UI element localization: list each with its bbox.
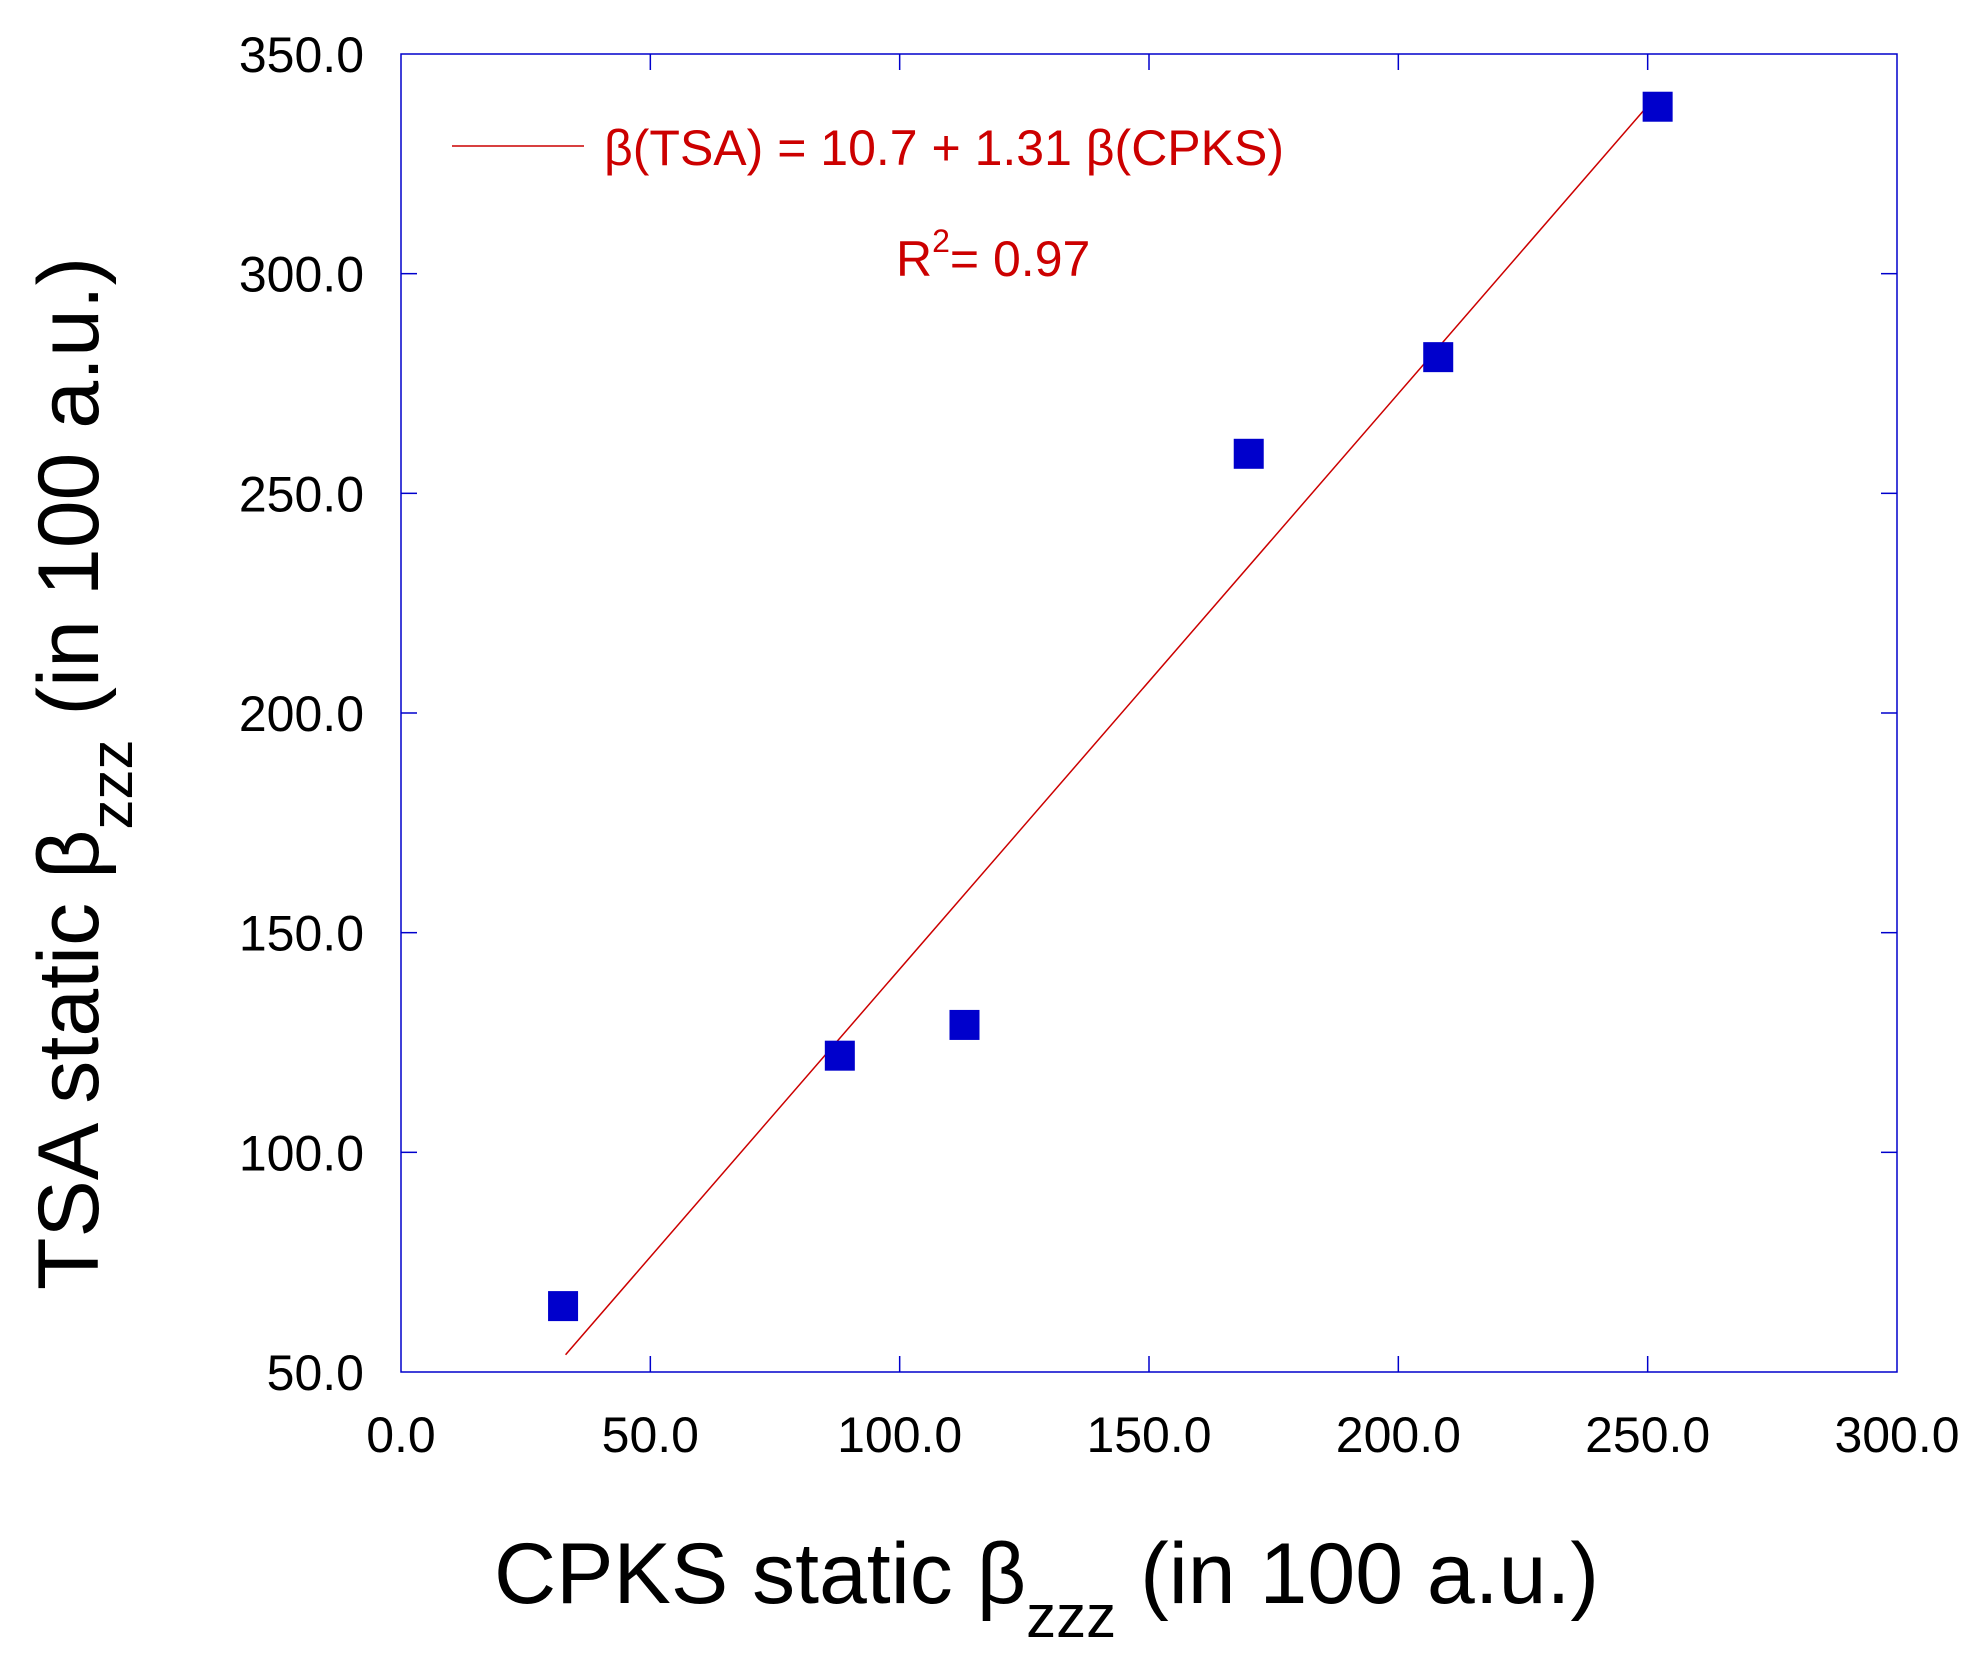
x-axis-title-subscript: zzz bbox=[1026, 1583, 1116, 1650]
x-axis-title: CPKS static βzzz (in 100 a.u.) bbox=[494, 1526, 1599, 1650]
x-tick-label: 250.0 bbox=[1585, 1407, 1710, 1463]
y-axis-title-symbol: β bbox=[21, 830, 117, 879]
legend-r2-exp: 2 bbox=[932, 223, 950, 259]
legend-r2: R2= 0.97 bbox=[896, 223, 1090, 287]
y-tick-label: 300.0 bbox=[239, 247, 364, 303]
axis-ticks: 0.0 50.0 100.0 150.0 200.0 250.0 300.050.0100.… bbox=[239, 27, 1960, 1463]
data-point bbox=[824, 1040, 855, 1071]
y-axis-title-prefix: TSA static bbox=[21, 879, 117, 1290]
x-tick-label: 150.0 bbox=[1086, 1407, 1211, 1463]
x-tick-label: 0.0 bbox=[366, 1407, 436, 1463]
data-point bbox=[949, 1009, 980, 1040]
x-tick-label: 200.0 bbox=[1336, 1407, 1461, 1463]
data-point bbox=[1642, 91, 1673, 122]
x-axis-title-symbol: β bbox=[977, 1526, 1026, 1622]
data-point bbox=[548, 1291, 579, 1322]
regression-line bbox=[564, 105, 1649, 1356]
legend-r2-base: R bbox=[896, 231, 932, 287]
x-axis-title-suffix: (in 100 a.u.) bbox=[1116, 1526, 1599, 1622]
x-tick-label: 100.0 bbox=[837, 1407, 962, 1463]
plot-frame bbox=[400, 53, 1898, 1373]
y-tick-label: 50.0 bbox=[267, 1345, 364, 1401]
y-axis-title: TSA static βzzz (in 100 a.u.) bbox=[21, 257, 145, 1290]
data-point bbox=[1233, 438, 1264, 469]
y-tick-label: 150.0 bbox=[239, 906, 364, 962]
fit-line-layer bbox=[564, 105, 1649, 1356]
legend-r2-value: = 0.97 bbox=[950, 231, 1090, 287]
x-tick-label: 50.0 bbox=[602, 1407, 699, 1463]
x-tick-label: 300.0 bbox=[1834, 1407, 1959, 1463]
x-axis-title-prefix: CPKS static bbox=[494, 1526, 977, 1622]
y-tick-label: 200.0 bbox=[239, 686, 364, 742]
legend-equation: β(TSA) = 10.7 + 1.31 β(CPKS) bbox=[604, 120, 1284, 176]
y-tick-label: 350.0 bbox=[239, 27, 364, 83]
y-axis-title-suffix: (in 100 a.u.) bbox=[21, 257, 117, 740]
y-axis-title-subscript: zzz bbox=[78, 740, 145, 830]
data-point bbox=[1423, 342, 1454, 373]
y-tick-label: 250.0 bbox=[239, 466, 364, 522]
y-tick-label: 100.0 bbox=[239, 1125, 364, 1181]
data-points bbox=[548, 91, 1673, 1322]
